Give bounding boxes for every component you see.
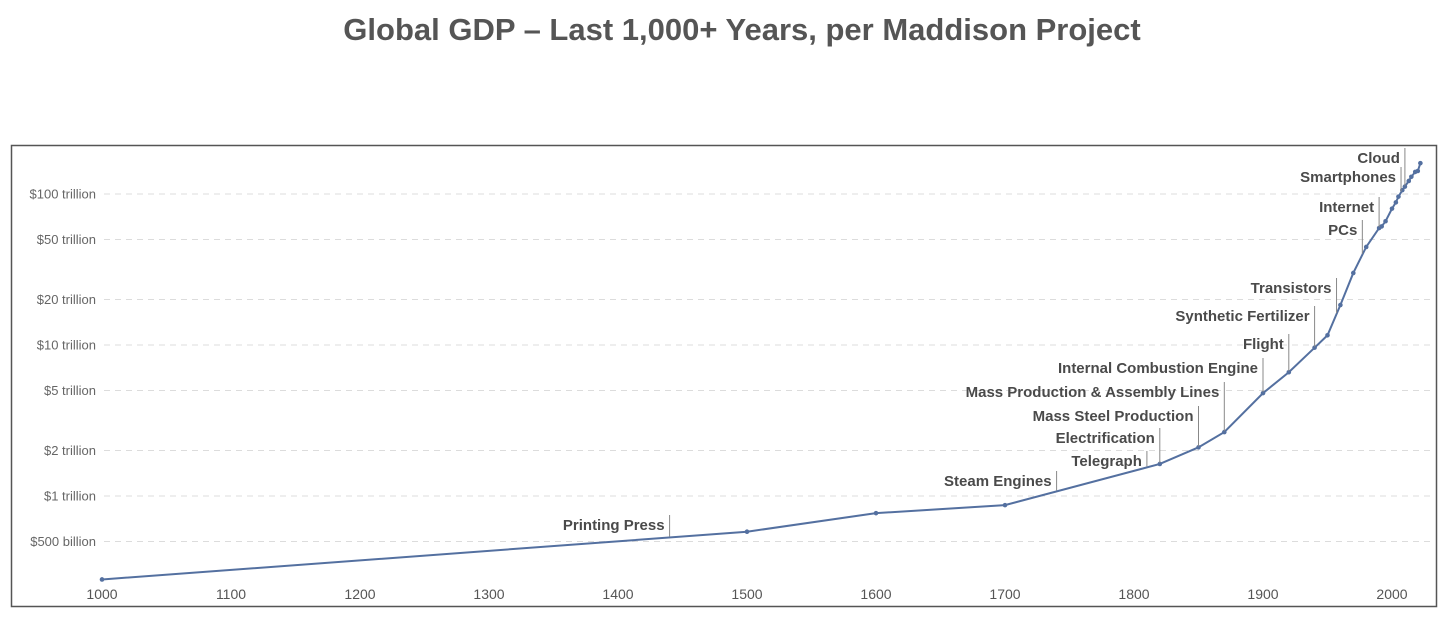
annotation-label: Electrification (1056, 430, 1155, 447)
data-point (1157, 461, 1163, 467)
x-tick-label: 1700 (989, 586, 1020, 602)
data-point (1338, 302, 1343, 308)
y-tick-label: $1 trillion (44, 489, 96, 504)
annotation-label: Synthetic Fertilizer (1175, 308, 1309, 325)
annotation-label: Mass Steel Production (1033, 408, 1194, 425)
data-point (1409, 174, 1414, 180)
x-tick-label: 1600 (860, 586, 891, 602)
data-point (1396, 194, 1401, 199)
x-tick-label: 1200 (344, 586, 375, 602)
data-point (1325, 332, 1330, 338)
data-point (1379, 224, 1384, 229)
data-point (99, 577, 105, 582)
y-tick-label: $20 trillion (37, 292, 96, 307)
data-point (1389, 206, 1395, 211)
annotation-label: Internal Combustion Engine (1058, 360, 1258, 377)
x-tick-label: 1300 (473, 586, 504, 602)
data-point (1393, 200, 1399, 205)
data-point (1402, 184, 1408, 189)
x-tick-label: 1400 (602, 586, 633, 602)
y-tick-label: $10 trillion (37, 338, 96, 353)
y-tick-label: $50 trillion (37, 232, 96, 247)
annotation-label: PCs (1328, 222, 1357, 239)
x-tick-label: 1000 (86, 586, 117, 602)
y-tick-label: $100 trillion (30, 187, 97, 202)
plot-frame (10, 144, 1438, 608)
annotation-label: Flight (1243, 336, 1284, 353)
annotation-label: Transistors (1251, 280, 1332, 297)
annotation-label: Internet (1319, 199, 1374, 216)
annotation-label: Telegraph (1071, 453, 1142, 470)
data-point (1286, 369, 1292, 375)
annotation-label: Printing Press (563, 517, 665, 534)
data-point (1222, 429, 1227, 435)
y-tick-label: $500 billion (30, 534, 96, 549)
data-point (1363, 244, 1369, 250)
x-tick-label: 1800 (1118, 586, 1149, 602)
data-point (1312, 345, 1317, 350)
y-tick-label: $2 trillion (44, 443, 96, 458)
data-point (1351, 270, 1356, 276)
data-point (1415, 168, 1421, 174)
annotation-label: Steam Engines (944, 473, 1052, 490)
data-point (1196, 445, 1201, 450)
data-point (1002, 502, 1008, 508)
y-tick-label: $5 trillion (44, 383, 96, 398)
data-point (1260, 390, 1266, 396)
x-tick-label: 2000 (1376, 586, 1407, 602)
chart-title: Global GDP – Last 1,000+ Years, per Madd… (343, 12, 1141, 47)
annotation-label: Mass Production & Assembly Lines (966, 384, 1220, 401)
annotation-label: Cloud (1357, 150, 1400, 167)
data-point (1406, 178, 1412, 184)
x-tick-label: 1100 (216, 586, 246, 602)
data-point (873, 510, 879, 516)
annotation-label: Smartphones (1300, 169, 1396, 186)
data-point (744, 529, 750, 535)
data-point (1383, 218, 1388, 224)
x-tick-label: 1500 (731, 586, 762, 602)
x-tick-label: 1900 (1247, 586, 1278, 602)
data-point (1418, 160, 1423, 166)
